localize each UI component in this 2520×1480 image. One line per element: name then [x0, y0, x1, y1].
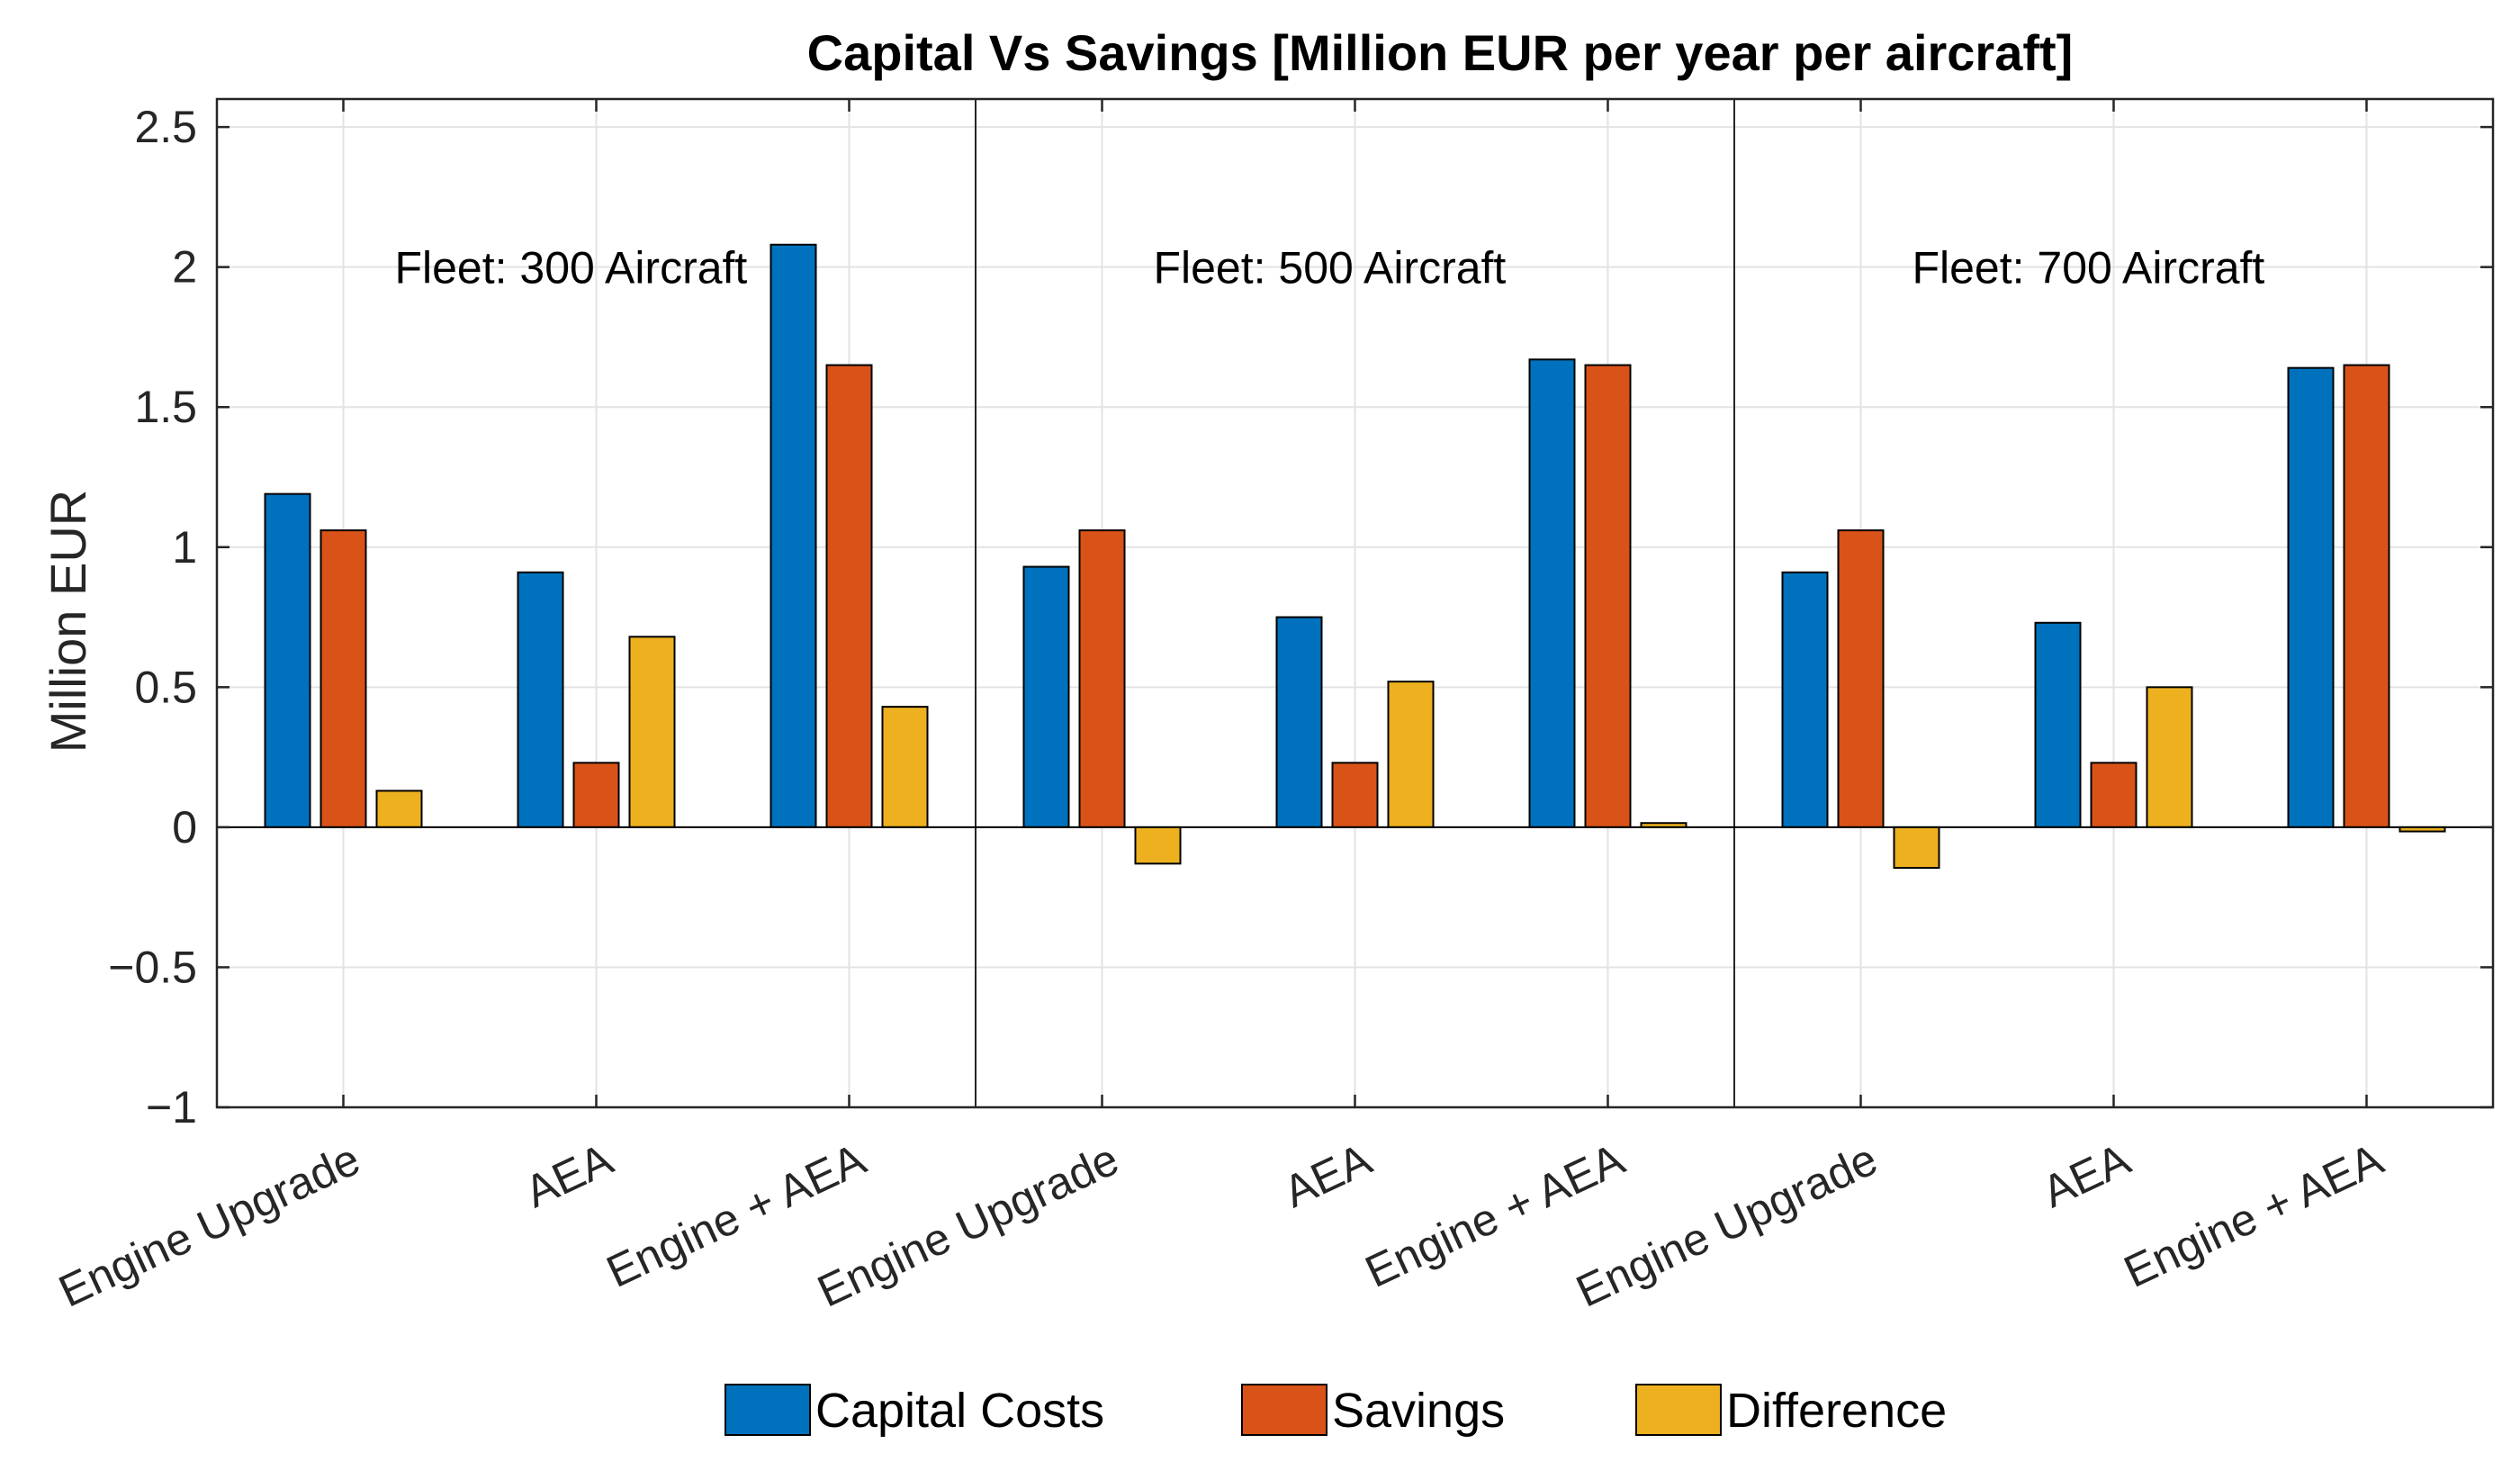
bar-difference [1134, 826, 1182, 865]
x-tick-label: AEA [1276, 1133, 1380, 1217]
y-tick-label: 0 [172, 802, 197, 853]
bar-savings [825, 364, 873, 828]
bar-difference [881, 706, 929, 828]
bar-savings [1078, 529, 1126, 828]
axes [215, 97, 2495, 1109]
y-tick-label: −0.5 [108, 942, 197, 992]
bar-capital-costs [2034, 621, 2082, 828]
bar-capital-costs [770, 243, 817, 828]
bar-savings [572, 762, 620, 828]
bar-capital-costs [1022, 565, 1070, 828]
bar-savings [320, 529, 367, 828]
x-tick-label: AEA [518, 1133, 621, 1217]
legend: Capital Costs Savings Difference [724, 1384, 1947, 1438]
bar-capital-costs [1528, 358, 1576, 828]
y-tick-label: −1 [146, 1082, 197, 1133]
y-tick-labels: −1 −0.5 0 0.5 1 1.5 2 2.5 [108, 102, 197, 1133]
fleet-label: Fleet: 300 Aircraft [394, 243, 747, 293]
bar-difference [628, 636, 676, 828]
legend-swatch [724, 1384, 811, 1436]
y-tick-label: 1 [172, 522, 197, 573]
y-axis-label: Million EUR [40, 490, 96, 754]
y-tick-label: 1.5 [134, 382, 197, 432]
y-tick-label: 0.5 [134, 662, 197, 712]
bar-capital-costs [264, 492, 311, 828]
bar-capital-costs [517, 571, 564, 828]
bar-difference [1893, 826, 1940, 870]
bar-savings [2090, 762, 2138, 828]
legend-item-capital-costs: Capital Costs [724, 1384, 1104, 1438]
x-tick-label: AEA [2035, 1133, 2138, 1217]
bar-savings [1584, 364, 1632, 828]
bars [264, 243, 2446, 870]
bar-capital-costs [1275, 616, 1323, 828]
legend-item-savings: Savings [1241, 1384, 1505, 1438]
bar-savings [1331, 762, 1379, 828]
legend-item-difference: Difference [1635, 1384, 1947, 1438]
legend-swatch [1635, 1384, 1722, 1436]
bar-difference [2146, 686, 2193, 828]
legend-label: Difference [1726, 1384, 1947, 1438]
bar-difference [375, 790, 423, 828]
fleet-label: Fleet: 500 Aircraft [1153, 243, 1506, 293]
chart-title: Capital Vs Savings [Million EUR per year… [807, 24, 2074, 81]
bar-capital-costs [2287, 366, 2335, 828]
y-tick-label: 2.5 [134, 102, 197, 152]
bar-capital-costs [1781, 571, 1829, 828]
x-tick-label: Engine Upgrade [51, 1133, 367, 1316]
legend-label: Capital Costs [815, 1384, 1104, 1438]
legend-swatch [1241, 1384, 1328, 1436]
bar-savings [2343, 364, 2390, 828]
legend-label: Savings [1332, 1384, 1505, 1438]
fleet-labels: Fleet: 300 Aircraft Fleet: 500 Aircraft Fl… [394, 243, 2264, 293]
fleet-label: Fleet: 700 Aircraft [1912, 243, 2264, 293]
y-tick-label: 2 [172, 242, 197, 293]
bar-savings [1837, 529, 1885, 828]
bar-difference [1387, 681, 1435, 828]
x-tick-label: Engine + AEA [2117, 1133, 2391, 1297]
group-dividers [975, 99, 1735, 1107]
